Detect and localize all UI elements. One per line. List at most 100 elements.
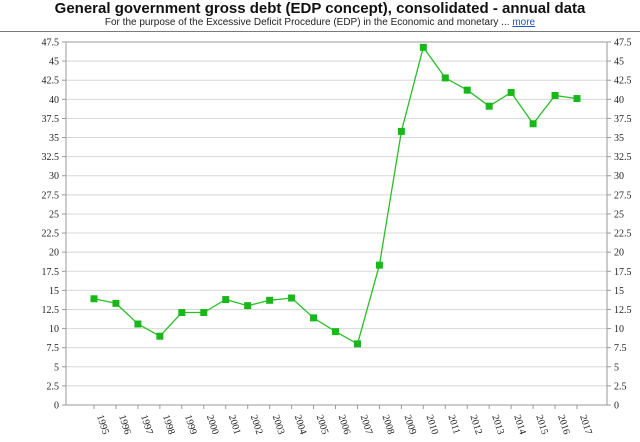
plot-area-frame bbox=[65, 41, 608, 406]
y-tick-label-right: 32.5 bbox=[614, 152, 632, 163]
data-point bbox=[573, 95, 581, 103]
chart-subtitle: For the purpose of the Excessive Deficit… bbox=[104, 17, 510, 28]
y-tick-label-right: 35 bbox=[614, 133, 624, 144]
more-link[interactable]: more bbox=[512, 17, 536, 28]
x-tick-label: 2001 bbox=[226, 414, 243, 436]
y-tick-label-left: 7.5 bbox=[47, 343, 60, 354]
x-tick-label: 1996 bbox=[116, 414, 133, 436]
data-point bbox=[244, 302, 252, 310]
y-tick-label-right: 2.5 bbox=[614, 381, 627, 392]
y-tick-label-right: 45 bbox=[614, 57, 624, 68]
x-axis-labels: 1995 1996 1997 1998 1999 2000 2001 2002 2003 2004… bbox=[94, 414, 594, 436]
y-tick-label-left: 40 bbox=[49, 95, 59, 106]
data-point bbox=[441, 74, 449, 82]
gridlines bbox=[66, 41, 607, 387]
data-point bbox=[222, 296, 230, 304]
y-tick-label-left: 37.5 bbox=[42, 114, 60, 125]
x-tick-label: 2015 bbox=[533, 414, 550, 436]
y-tick-label-right: 0 bbox=[614, 401, 619, 412]
y-tick-label-right: 25 bbox=[614, 209, 624, 220]
data-point bbox=[112, 299, 120, 307]
data-point bbox=[353, 340, 361, 348]
header-divider bbox=[0, 31, 640, 32]
y-tick-label-left: 30 bbox=[49, 171, 59, 182]
y-tick-label-right: 17.5 bbox=[614, 267, 632, 278]
x-tick-label: 2000 bbox=[204, 414, 221, 436]
y-tick-label-left: 35 bbox=[49, 133, 59, 144]
y-tick-label-right: 30 bbox=[614, 171, 624, 182]
data-point bbox=[288, 294, 296, 302]
x-tick-label: 2009 bbox=[402, 414, 419, 436]
x-tick-label: 1999 bbox=[182, 414, 199, 436]
x-tick-label: 2017 bbox=[577, 414, 594, 436]
x-tick-label: 1997 bbox=[138, 414, 155, 436]
x-tick-label: 2003 bbox=[270, 414, 287, 436]
x-tick-label: 1998 bbox=[160, 414, 177, 436]
y-tick-label-right: 47.5 bbox=[614, 38, 632, 49]
y-tick-label-left: 27.5 bbox=[42, 190, 60, 201]
data-point bbox=[419, 43, 427, 51]
y-axis-left-labels: 0 2.5 5 7.5 10 12.5 15 17.5 20 22.5 25 27.5 30 32.5 35… bbox=[42, 38, 60, 412]
y-tick-label-left: 25 bbox=[49, 209, 59, 220]
x-tick-label: 2011 bbox=[445, 414, 462, 436]
y-tick-label-left: 10 bbox=[49, 324, 59, 335]
chart-title: General government gross debt (EDP conce… bbox=[54, 0, 586, 17]
y-tick-label-left: 0 bbox=[54, 401, 59, 412]
y-tick-label-left: 12.5 bbox=[42, 305, 60, 316]
series-line bbox=[93, 45, 578, 345]
x-tick-label: 2008 bbox=[380, 414, 397, 436]
y-tick-label-left: 32.5 bbox=[42, 152, 60, 163]
y-tick-label-right: 10 bbox=[614, 324, 624, 335]
y-tick-label-left: 15 bbox=[49, 286, 59, 297]
y-tick-label-right: 42.5 bbox=[614, 76, 632, 87]
data-point bbox=[551, 91, 559, 99]
data-point bbox=[463, 86, 471, 94]
y-tick-label-right: 22.5 bbox=[614, 229, 632, 240]
y-tick-label-right: 20 bbox=[614, 248, 624, 259]
x-tick-label: 2007 bbox=[358, 414, 375, 436]
y-tick-label-left: 45 bbox=[49, 57, 59, 68]
y-tick-label-left: 47.5 bbox=[42, 38, 60, 49]
y-tick-label-right: 7.5 bbox=[614, 343, 627, 354]
data-point bbox=[200, 309, 208, 317]
chart-subtitle-row: For the purpose of the Excessive Deficit… bbox=[0, 17, 640, 29]
y-tick-label-left: 20 bbox=[49, 248, 59, 259]
y-tick-label-right: 27.5 bbox=[614, 190, 632, 201]
x-tick-label: 2014 bbox=[511, 414, 528, 436]
data-point bbox=[375, 261, 383, 269]
data-point bbox=[529, 120, 537, 128]
data-point bbox=[310, 314, 318, 322]
x-tick-label: 2004 bbox=[292, 414, 309, 436]
y-tick-label-right: 40 bbox=[614, 95, 624, 106]
x-tick-label: 2002 bbox=[248, 414, 265, 436]
data-point bbox=[134, 320, 142, 328]
y-tick-label-left: 22.5 bbox=[42, 229, 60, 240]
y-tick-label-left: 2.5 bbox=[47, 381, 60, 392]
data-point bbox=[397, 127, 405, 135]
y-tick-label-right: 12.5 bbox=[614, 305, 632, 316]
data-series bbox=[90, 43, 581, 348]
y-tick-label-right: 37.5 bbox=[614, 114, 632, 125]
data-point bbox=[485, 102, 493, 110]
x-tick-label: 2012 bbox=[467, 414, 484, 436]
data-point bbox=[178, 309, 186, 317]
y-axis-right-labels: 0 2.5 5 7.5 10 12.5 15 17.5 20 22.5 25 27.5 30 32.5 35… bbox=[614, 38, 632, 412]
x-tick-label: 2013 bbox=[489, 414, 506, 436]
x-tick-label: 2016 bbox=[555, 414, 572, 436]
chart-header: General government gross debt (EDP conce… bbox=[0, 0, 640, 31]
y-tick-label-left: 17.5 bbox=[42, 267, 60, 278]
data-point bbox=[266, 296, 274, 304]
data-point bbox=[156, 332, 164, 340]
data-point bbox=[507, 88, 515, 96]
axis-ticks bbox=[62, 41, 611, 409]
x-tick-label: 2010 bbox=[423, 414, 440, 436]
data-point bbox=[332, 328, 339, 336]
x-tick-label: 1995 bbox=[94, 414, 111, 436]
y-tick-label-right: 5 bbox=[614, 362, 619, 373]
y-tick-label-left: 42.5 bbox=[42, 76, 60, 87]
x-tick-label: 2005 bbox=[314, 414, 331, 436]
x-tick-label: 2006 bbox=[336, 414, 353, 436]
y-tick-label-left: 5 bbox=[54, 362, 59, 373]
data-point bbox=[90, 295, 98, 303]
